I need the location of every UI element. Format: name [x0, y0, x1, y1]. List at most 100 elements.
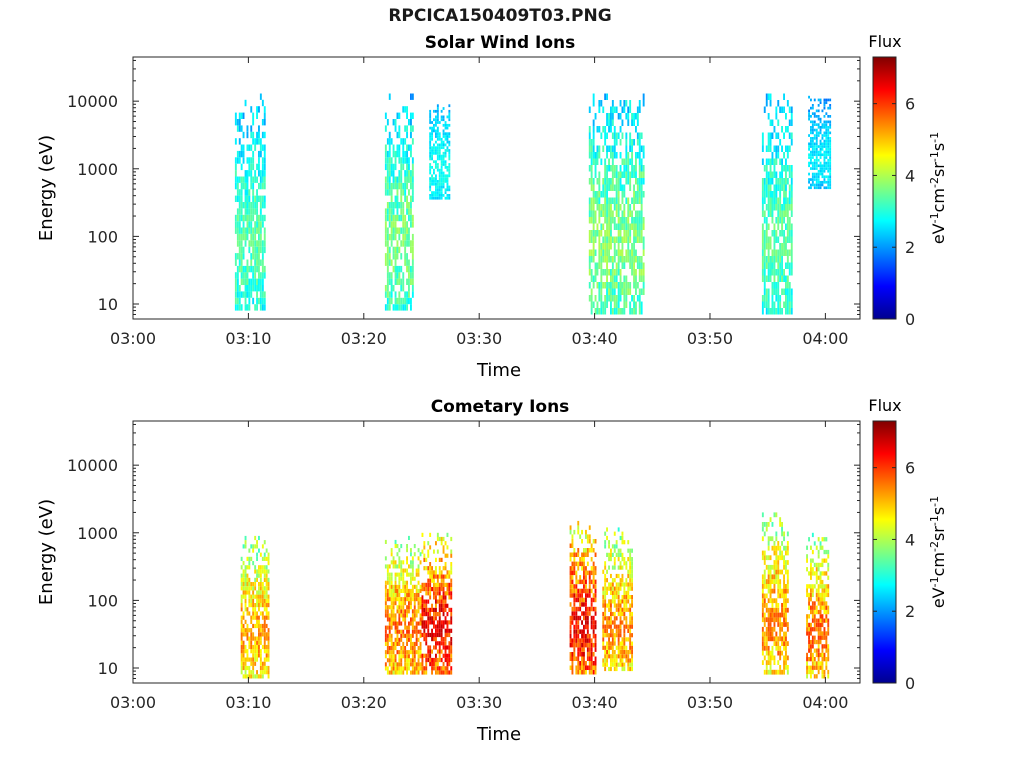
- flux-cell: [400, 597, 403, 602]
- flux-cell: [577, 552, 580, 557]
- flux-cell: [448, 143, 451, 147]
- flux-cell: [234, 221, 237, 228]
- flux-cell: [790, 197, 793, 204]
- flux-cell: [438, 653, 441, 658]
- flux-cell: [431, 126, 433, 130]
- flux-cell: [761, 275, 764, 282]
- flux-cell: [438, 624, 441, 629]
- flux-cell: [823, 98, 826, 102]
- flux-cell: [254, 674, 257, 679]
- flux-cell: [806, 554, 808, 559]
- flux-cell: [769, 517, 772, 522]
- flux-cell: [440, 624, 443, 629]
- flux-cell: [263, 623, 266, 629]
- flux-cell: [821, 605, 824, 610]
- flux-cell: [819, 142, 822, 146]
- flux-cell: [388, 670, 391, 675]
- flux-cell: [573, 588, 576, 594]
- flux-cell: [444, 574, 447, 579]
- flux-cell: [396, 265, 399, 273]
- flux-cell: [436, 188, 439, 192]
- flux-cell: [775, 631, 778, 637]
- flux-cell: [627, 217, 630, 224]
- flux-cell: [444, 135, 447, 138]
- flux-cell: [267, 628, 270, 633]
- flux-cell: [623, 100, 626, 107]
- flux-cell: [633, 197, 635, 204]
- flux-cell: [386, 170, 389, 177]
- flux-cell: [236, 195, 239, 202]
- flux-cell: [773, 184, 776, 191]
- flux-cell: [621, 552, 624, 557]
- flux-cell: [808, 592, 810, 598]
- flux-cell: [604, 308, 607, 315]
- flux-cell: [263, 246, 266, 254]
- flux-cell: [827, 164, 830, 168]
- flux-cell: [627, 650, 630, 655]
- flux-cell: [761, 243, 764, 250]
- x-tick-label: 04:00: [802, 329, 848, 348]
- flux-cell: [444, 628, 447, 633]
- flux-cell: [767, 574, 770, 580]
- flux-cell: [615, 223, 618, 230]
- flux-cell: [252, 253, 255, 260]
- flux-cell: [775, 545, 778, 551]
- flux-cell: [631, 295, 633, 302]
- flux-cell: [771, 204, 774, 211]
- flux-cell: [408, 637, 410, 642]
- flux-cell: [633, 119, 635, 126]
- flux-cell: [621, 249, 624, 256]
- flux-cell: [450, 595, 453, 600]
- flux-cell: [446, 628, 449, 633]
- flux-cell: [827, 567, 830, 572]
- flux-cell: [602, 603, 605, 608]
- flux-cell: [606, 527, 608, 532]
- flux-cell: [777, 301, 780, 308]
- flux-cell: [636, 152, 639, 159]
- page-title: RPCICA150409T03.PNG: [388, 6, 612, 26]
- flux-cell: [436, 182, 439, 186]
- flux-cell: [817, 123, 820, 126]
- flux-cell: [610, 616, 612, 621]
- flux-cell: [788, 249, 791, 256]
- flux-cell: [594, 539, 597, 544]
- flux-cell: [423, 637, 426, 642]
- flux-cell: [386, 617, 389, 622]
- flux-cell: [786, 275, 789, 282]
- flux-cell: [773, 275, 776, 282]
- flux-cell: [813, 142, 816, 146]
- flux-cell: [815, 131, 818, 135]
- flux-cell: [396, 670, 399, 675]
- flux-cell: [823, 605, 826, 610]
- flux-cell: [444, 670, 447, 675]
- flux-cell: [761, 626, 764, 632]
- flux-cell: [246, 590, 249, 595]
- flux-cell: [815, 167, 818, 170]
- flux-cell: [586, 642, 589, 648]
- flux-cell: [256, 221, 258, 228]
- flux-cell: [638, 139, 641, 146]
- flux-cell: [771, 171, 774, 178]
- flux-cell: [786, 550, 789, 556]
- flux-cell: [783, 579, 785, 584]
- flux-cell: [767, 588, 770, 594]
- flux-cell: [767, 256, 770, 263]
- flux-cell: [625, 145, 628, 152]
- flux-cell: [240, 163, 243, 171]
- flux-cell: [240, 649, 243, 654]
- flux-cell: [588, 579, 591, 585]
- flux-cell: [406, 568, 408, 573]
- flux-cell: [390, 617, 393, 622]
- flux-cell: [594, 249, 597, 256]
- flux-cell: [602, 191, 605, 198]
- flux-cell: [771, 650, 774, 656]
- flux-cell: [621, 658, 624, 663]
- flux-cell: [406, 106, 408, 113]
- flux-cell: [786, 262, 789, 269]
- flux-cell: [438, 180, 441, 183]
- flux-cell: [781, 669, 783, 675]
- flux-cell: [815, 128, 818, 132]
- flux-cell: [411, 641, 414, 646]
- flux-cell: [408, 157, 410, 164]
- flux-cell: [608, 637, 610, 642]
